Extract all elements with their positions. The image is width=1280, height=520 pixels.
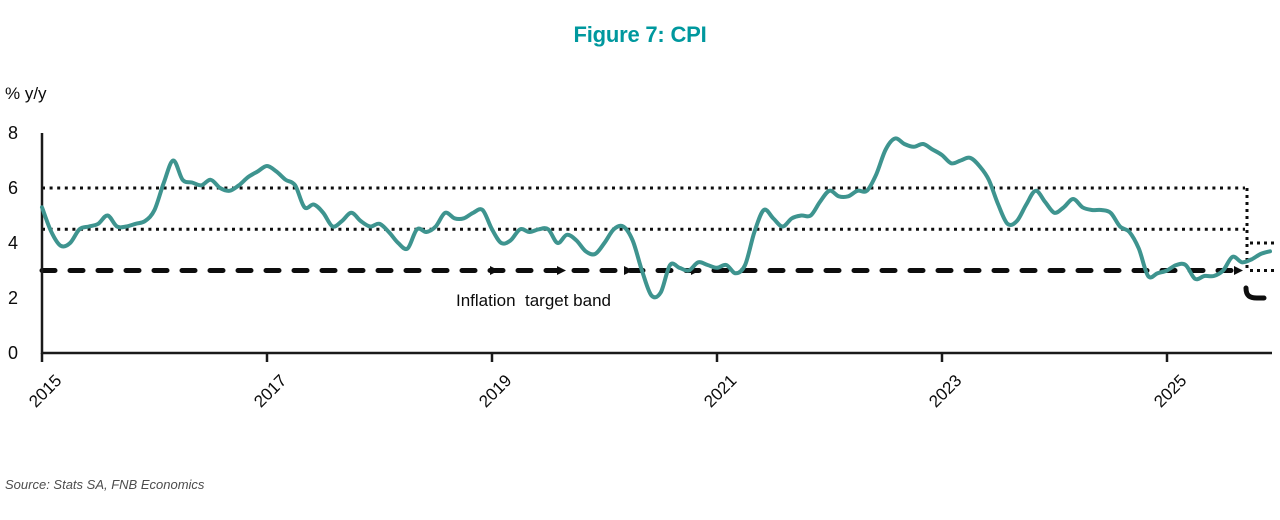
y-tick-label: 2 [8,288,19,308]
y-tick-label: 4 [8,233,19,253]
y-axis-unit-label: % y/y [5,84,47,103]
cpi-series-line [40,136,1272,300]
y-tick-label: 6 [8,178,19,198]
dashed-line-arrow-mark [1234,266,1243,275]
inflation-target-band-label: Inflation target band [456,291,612,310]
y-tick-label: 0 [8,343,19,363]
dashed-line-arrow-mark [557,266,566,275]
dashed-line-arrow-mark [624,266,633,275]
chart-title: Figure 7: CPI [573,22,707,47]
new-target-lower-hook [1243,285,1267,301]
dashed-line-arrow-mark [490,266,499,275]
y-tick-label: 8 [8,123,19,143]
source-note: Source: Stats SA, FNB Economics [5,477,205,492]
